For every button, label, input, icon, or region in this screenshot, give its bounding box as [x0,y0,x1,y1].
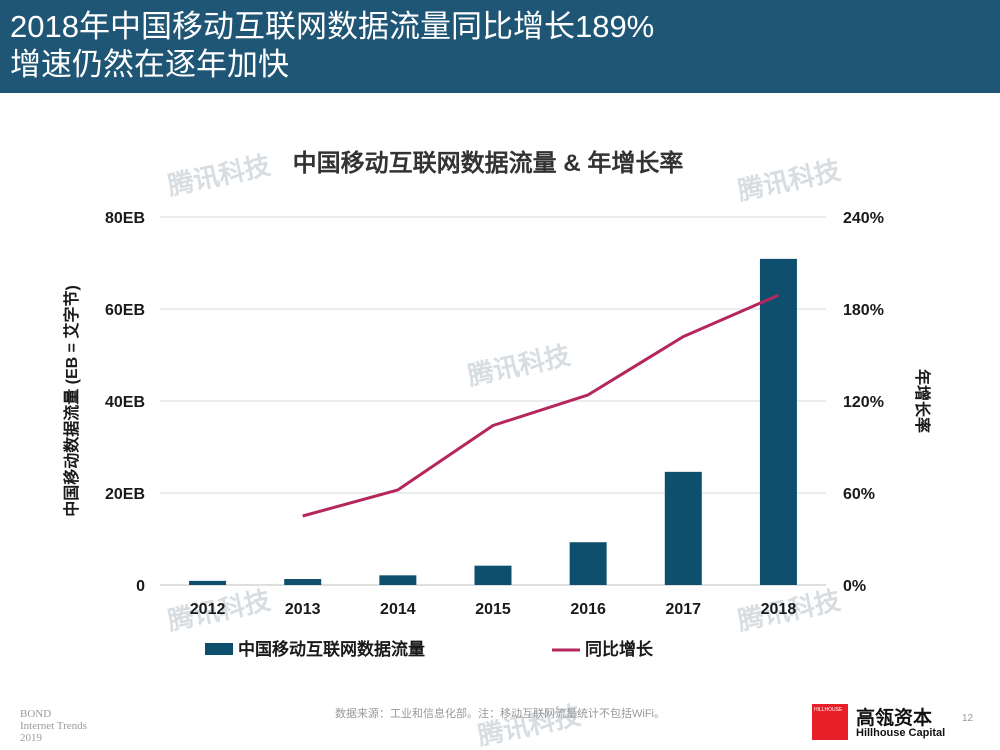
bar-series [189,258,797,585]
right-axis-label: 年增长率 [913,369,932,433]
bar [569,542,607,585]
left-axis-ticks: 0 20EB 40EB 60EB 80EB [105,210,145,595]
gridlines [160,216,826,586]
legend: 中国移动互联网数据流量 同比增长 [205,639,654,659]
bar [189,580,227,585]
bar [474,565,512,585]
x-tick-label: 2014 [380,601,416,618]
chart-title: 中国移动互联网数据流量 & 年增长率 [293,149,684,177]
right-axis-ticks: 0% 60% 120% 180% 240% [843,210,884,595]
bar [379,575,417,585]
x-tick-label: 2013 [285,601,321,618]
legend-label-bar: 中国移动互联网数据流量 [238,639,425,659]
x-tick-label: 2012 [190,601,226,618]
left-tick-label: 40EB [105,394,145,411]
watermark-text: 腾讯科技 [735,155,843,206]
slide-title-line1: 2018年中国移动互联网数据流量同比增长189% [10,9,655,44]
bond-mark: BOND Internet Trends 2019 [20,708,87,744]
bond-year: 2019 [20,732,42,744]
right-tick-label: 0% [843,578,866,595]
left-tick-label: 80EB [105,210,145,227]
x-tick-label: 2018 [761,601,797,618]
line-series [302,293,779,518]
left-axis-label: 中国移动数据流量 (EB = 艾字节) [62,285,81,517]
x-axis-ticks: 2012 2013 2014 2015 2016 2017 2018 [190,601,797,618]
page-number: 12 [962,713,974,724]
hillhouse-logo: HILLHOUSE [812,704,848,740]
logo-text: HILLHOUSE [814,707,843,713]
watermark-text: 腾讯科技 [165,150,273,201]
legend-swatch-bar [205,643,233,655]
x-tick-label: 2017 [665,601,701,618]
bar [284,579,322,585]
right-tick-label: 60% [843,486,875,503]
right-tick-label: 240% [843,210,884,227]
x-tick-label: 2016 [570,601,606,618]
title-banner: 2018年中国移动互联网数据流量同比增长189% 增速仍然在逐年加快 [0,0,1000,93]
bar [759,258,797,585]
brand-name-cn: 高瓴资本 [856,708,933,729]
bond-subtitle: Internet Trends [20,720,87,732]
source-note: 数据来源：工业和信息化部。注：移动互联网流量统计不包括WiFi。 [335,708,665,720]
left-tick-label: 20EB [105,486,145,503]
brand-name-en: Hillhouse Capital [856,727,946,739]
right-tick-label: 120% [843,394,884,411]
x-tick-label: 2015 [475,601,511,618]
right-tick-label: 180% [843,302,884,319]
left-tick-label: 60EB [105,302,145,319]
bar [664,471,702,585]
bond-name: BOND [20,708,52,720]
slide-title-line2: 增速仍然在逐年加快 [10,47,289,82]
left-tick-label: 0 [136,578,145,595]
watermark-text: 腾讯科技 [465,340,573,391]
growth-line [302,293,779,518]
legend-label-line: 同比增长 [585,639,654,659]
